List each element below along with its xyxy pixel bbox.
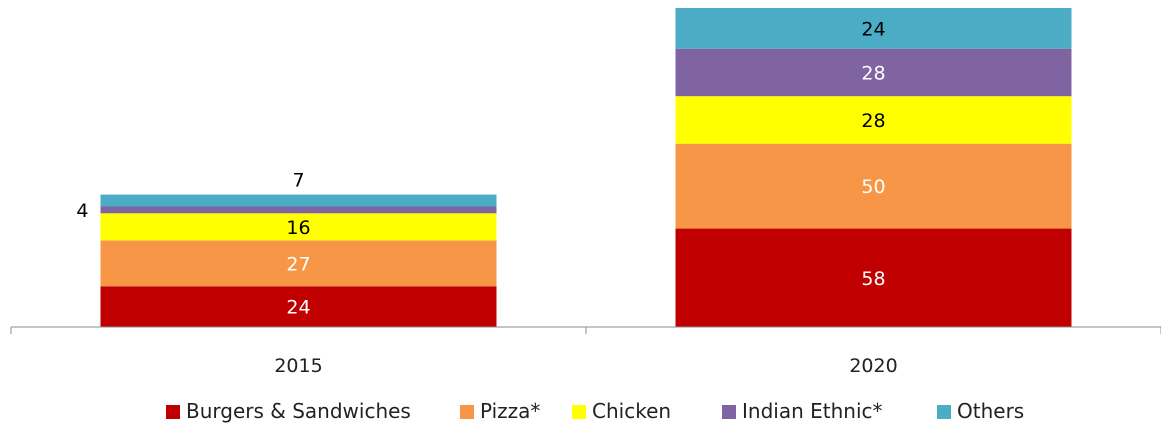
- legend-swatch-3: [722, 405, 736, 419]
- bar-segment-2020-3: [675, 48, 1072, 97]
- legend-swatch-2: [572, 405, 586, 419]
- legend-label-3: Indian Ethnic*: [742, 399, 883, 423]
- legend-label-1: Pizza*: [480, 399, 540, 423]
- legend-swatch-4: [937, 405, 951, 419]
- data-label-2015-1: 27: [286, 253, 310, 275]
- bar-segment-2020-1: [675, 143, 1072, 229]
- x-tick-labels: 2015 2020: [274, 355, 897, 377]
- data-label-2015-4: 7: [292, 170, 304, 192]
- bar-segment-2020-0: [675, 228, 1072, 327]
- bar-segment-2015-4: [100, 194, 497, 207]
- x-tick-label-2020: 2020: [849, 355, 897, 377]
- x-tick-label-2015: 2015: [274, 355, 322, 377]
- bar-segment-2015-1: [100, 240, 497, 287]
- data-label-2020-4: 24: [861, 18, 885, 40]
- data-label-2015-0: 24: [286, 297, 310, 319]
- segment-labels-layer: 24 27 16 4 7 58 50 28 28 24: [76, 18, 885, 318]
- bar-segment-2015-2: [100, 213, 497, 241]
- legend-swatch-0: [166, 405, 180, 419]
- data-label-2020-1: 50: [861, 176, 885, 198]
- legend: Burgers & Sandwiches Pizza* Chicken Indian …: [166, 399, 1024, 423]
- legend-label-0: Burgers & Sandwiches: [186, 399, 411, 423]
- bar-segment-2015-3: [100, 206, 497, 214]
- data-label-2020-0: 58: [861, 268, 885, 290]
- bar-segment-2015-0: [100, 286, 497, 327]
- data-label-2020-3: 28: [861, 63, 885, 85]
- bar-segment-2020-2: [675, 96, 1072, 144]
- data-label-2020-2: 28: [861, 110, 885, 132]
- data-label-2015-3: 4: [76, 200, 88, 222]
- bar-segment-2020-4: [675, 8, 1072, 49]
- bars-layer: [100, 8, 1072, 327]
- legend-label-4: Others: [957, 399, 1024, 423]
- x-axis: [10, 326, 1161, 334]
- data-label-2015-2: 16: [286, 217, 310, 239]
- legend-swatch-1: [460, 405, 474, 419]
- legend-label-2: Chicken: [592, 399, 671, 423]
